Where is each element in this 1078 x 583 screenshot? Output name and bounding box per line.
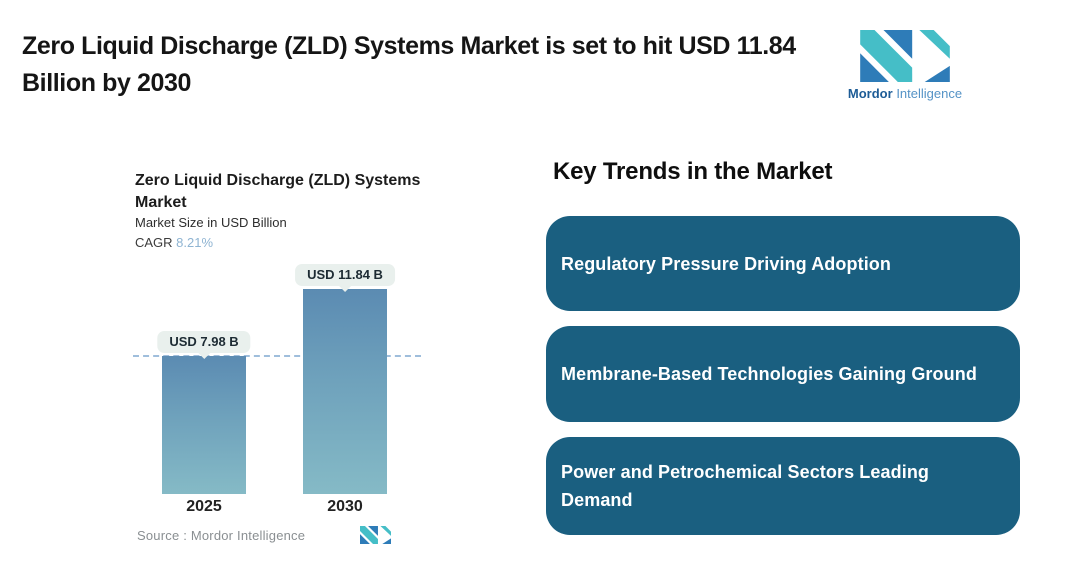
- value-label-2030: USD 11.84 B: [295, 264, 395, 286]
- chart-cagr: CAGR 8.21%: [135, 235, 213, 250]
- trend-card-regulatory: Regulatory Pressure Driving Adoption: [546, 216, 1020, 311]
- axis-label-2025: 2025: [186, 498, 222, 515]
- trend-card-power: Power and Petrochemical Sectors Leading …: [546, 437, 1020, 535]
- value-label-2025: USD 7.98 B: [157, 331, 251, 353]
- key-trends-heading: Key Trends in the Market: [553, 158, 833, 185]
- brand-name-bold: Mordor: [847, 86, 893, 101]
- bar-2025: [162, 356, 246, 494]
- trend-card-membrane: Membrane-Based Technologies Gaining Grou…: [546, 326, 1020, 422]
- mini-brand-logo-icon: [360, 526, 391, 549]
- cagr-label: CAGR: [135, 235, 177, 250]
- chart-title: Zero Liquid Discharge (ZLD) Systems Mark…: [135, 172, 421, 211]
- trend-card-text: Power and Petrochemical Sectors Leading …: [561, 462, 930, 510]
- mordor-intelligence-logo-icon: [860, 30, 950, 82]
- trend-card-text: Membrane-Based Technologies Gaining Grou…: [561, 364, 977, 384]
- brand-name-light: Intelligence: [896, 86, 963, 101]
- axis-label-2030: 2030: [327, 498, 363, 515]
- page-title: Zero Liquid Discharge (ZLD) Systems Mark…: [22, 32, 796, 97]
- reference-dashed-line: [133, 355, 421, 357]
- brand-name: Mordor Intelligence: [840, 86, 970, 101]
- cagr-value: 8.21%: [176, 235, 214, 250]
- chart-subtitle: Market Size in USD Billion: [135, 215, 287, 230]
- brand-logo: Mordor Intelligence: [840, 30, 970, 101]
- bar-2030: [303, 289, 387, 494]
- source-attribution: Source : Mordor Intelligence: [137, 528, 306, 543]
- trend-card-text: Regulatory Pressure Driving Adoption: [561, 253, 891, 274]
